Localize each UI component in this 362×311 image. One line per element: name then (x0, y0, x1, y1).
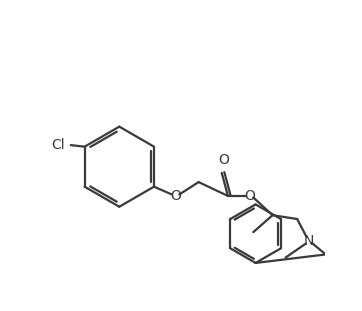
Text: O: O (170, 189, 181, 203)
Text: Cl: Cl (51, 138, 64, 152)
Text: O: O (244, 189, 255, 203)
Text: O: O (218, 153, 229, 167)
Text: N: N (304, 234, 314, 248)
